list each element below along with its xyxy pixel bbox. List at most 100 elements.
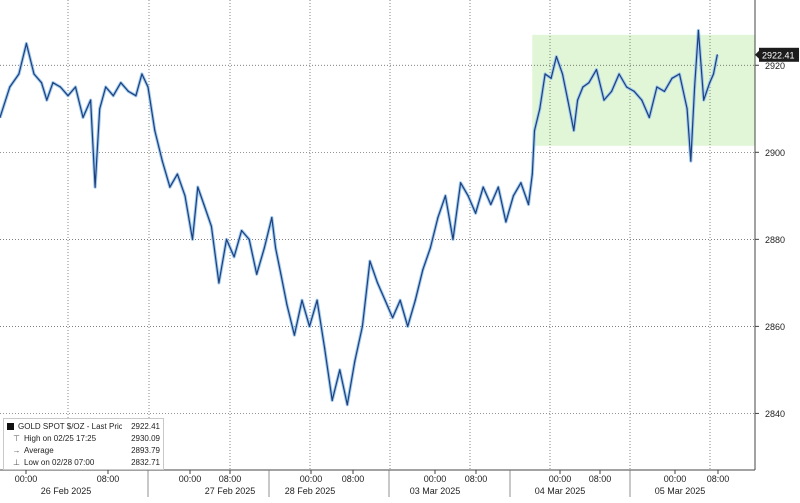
data-point bbox=[376, 282, 379, 284]
data-point bbox=[641, 99, 643, 101]
data-point bbox=[316, 299, 318, 301]
x-day-label: 05 Mar 2025 bbox=[655, 486, 706, 496]
data-point bbox=[671, 77, 673, 79]
data-point bbox=[648, 116, 650, 119]
high-marker-icon: ⊤ bbox=[13, 433, 20, 443]
y-tick-label: 2880 bbox=[765, 235, 785, 245]
legend-series-name: GOLD SPOT $/OZ - Last Price bbox=[18, 421, 122, 431]
data-point bbox=[690, 160, 692, 162]
data-point bbox=[694, 86, 696, 88]
data-point bbox=[497, 186, 499, 188]
legend-low-row: ⊥ Low on 02/28 07:00 2832.71 bbox=[7, 456, 160, 468]
x-tick-label: 00:00 bbox=[15, 474, 38, 484]
legend-low-value: 2832.71 bbox=[131, 457, 160, 467]
data-point bbox=[308, 325, 311, 327]
x-tick-label: 08:00 bbox=[97, 474, 120, 484]
data-point bbox=[429, 247, 431, 249]
last-price-label: 2922.41 bbox=[762, 50, 795, 60]
data-point bbox=[112, 95, 114, 97]
legend-average-label: Average bbox=[24, 445, 54, 455]
data-point bbox=[248, 238, 250, 240]
data-point bbox=[697, 29, 699, 32]
data-point bbox=[225, 238, 228, 240]
data-point bbox=[452, 238, 454, 240]
data-point bbox=[46, 99, 48, 101]
data-point bbox=[127, 90, 129, 92]
x-day-label: 03 Mar 2025 bbox=[410, 486, 461, 496]
data-point bbox=[369, 260, 371, 262]
data-point bbox=[105, 86, 107, 88]
data-point bbox=[505, 221, 507, 223]
data-point bbox=[527, 203, 530, 206]
y-tick-label: 2860 bbox=[765, 322, 785, 332]
legend-average-value: 2893.79 bbox=[131, 445, 160, 455]
series-square-icon bbox=[7, 422, 14, 430]
legend-high-value: 2930.09 bbox=[131, 433, 160, 443]
data-point bbox=[703, 99, 705, 101]
legend-last-price: 2922.41 bbox=[131, 421, 160, 431]
data-point bbox=[197, 186, 199, 188]
data-point bbox=[582, 86, 584, 88]
x-tick-label: 08:00 bbox=[589, 474, 612, 484]
data-point bbox=[191, 238, 194, 240]
data-point bbox=[120, 82, 122, 84]
data-point bbox=[531, 173, 533, 175]
x-tick-label: 08:00 bbox=[707, 474, 730, 484]
data-point bbox=[618, 73, 620, 75]
data-point bbox=[539, 108, 541, 110]
data-point bbox=[90, 99, 92, 101]
data-point bbox=[59, 86, 62, 88]
last-price-pointer bbox=[755, 50, 759, 59]
data-point bbox=[490, 203, 492, 206]
data-point bbox=[656, 86, 658, 88]
legend-high-label: High on 02/25 17:25 bbox=[24, 433, 97, 443]
data-point bbox=[161, 160, 163, 162]
data-point bbox=[18, 73, 20, 75]
data-point bbox=[354, 360, 356, 362]
data-point bbox=[716, 54, 718, 56]
data-point bbox=[271, 216, 273, 219]
data-point bbox=[74, 86, 77, 88]
data-point bbox=[686, 108, 688, 110]
data-point bbox=[444, 195, 447, 197]
data-point bbox=[9, 86, 11, 88]
data-point bbox=[346, 404, 348, 406]
low-marker-icon: ⊥ bbox=[13, 457, 20, 467]
data-point bbox=[135, 95, 137, 97]
legend-high-row: ⊤ High on 02/25 17:25 2930.09 bbox=[7, 432, 160, 444]
x-tick-label: 00:00 bbox=[424, 474, 447, 484]
data-point bbox=[280, 273, 282, 275]
data-point bbox=[210, 225, 212, 227]
y-tick-label: 2840 bbox=[765, 409, 785, 419]
data-point bbox=[610, 90, 613, 92]
x-tick-label: 00:00 bbox=[549, 474, 572, 484]
data-point bbox=[399, 299, 401, 301]
data-point bbox=[176, 173, 179, 175]
data-point bbox=[67, 95, 69, 97]
data-point bbox=[663, 90, 666, 92]
x-tick-label: 00:00 bbox=[179, 474, 202, 484]
data-point bbox=[392, 317, 394, 319]
legend-low-label: Low on 02/28 07:00 bbox=[24, 457, 95, 467]
data-point bbox=[203, 203, 205, 206]
data-point bbox=[475, 212, 477, 214]
data-point bbox=[603, 99, 605, 101]
data-point bbox=[25, 42, 28, 45]
x-day-label: 26 Feb 2025 bbox=[41, 486, 92, 496]
data-point bbox=[467, 195, 469, 197]
data-point bbox=[274, 247, 277, 249]
data-point bbox=[512, 195, 515, 197]
data-point bbox=[324, 347, 326, 349]
data-point bbox=[550, 77, 552, 79]
x-tick-label: 08:00 bbox=[219, 474, 242, 484]
data-point bbox=[573, 129, 575, 132]
x-tick-label: 08:00 bbox=[465, 474, 488, 484]
y-tick-label: 2900 bbox=[765, 148, 785, 158]
data-point bbox=[422, 269, 424, 271]
data-point bbox=[576, 99, 579, 101]
data-point bbox=[184, 195, 186, 197]
data-point bbox=[141, 73, 143, 75]
x-tick-label: 08:00 bbox=[342, 474, 365, 484]
